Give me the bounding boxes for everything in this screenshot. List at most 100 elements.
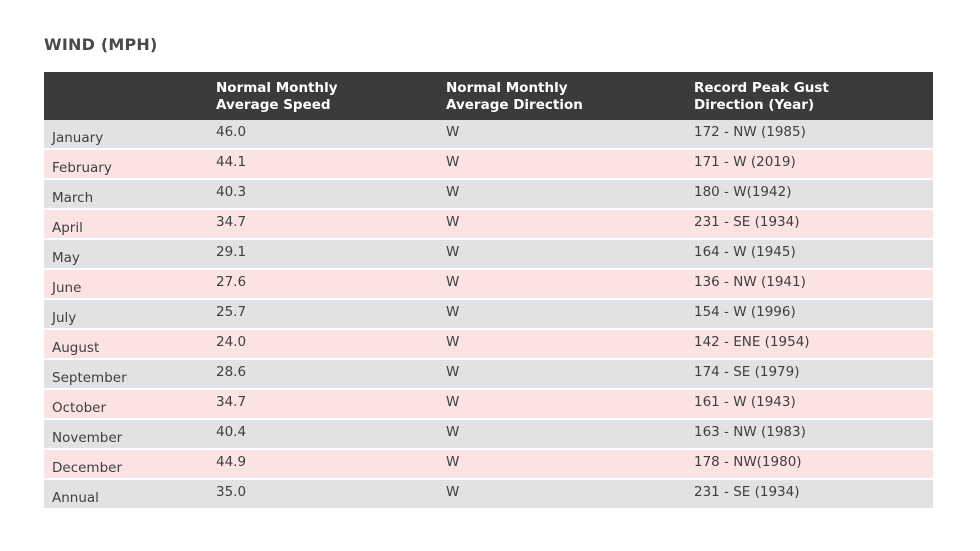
cell-month: July <box>44 299 216 330</box>
cell-speed: 40.3 <box>216 179 446 210</box>
header-row: Normal Monthly Average Speed Normal Mont… <box>44 72 933 120</box>
table-row: May 29.1 W 164 - W (1945) <box>44 239 933 270</box>
cell-month: February <box>44 149 216 180</box>
cell-direction-text: W <box>446 214 460 230</box>
cell-direction-text: W <box>446 394 460 410</box>
cell-speed-text: 40.3 <box>216 184 247 200</box>
cell-gust-text: 161 - W (1943) <box>694 394 796 410</box>
cell-month: October <box>44 389 216 420</box>
header-average-speed-line1: Normal Monthly <box>216 80 338 96</box>
cell-speed: 24.0 <box>216 329 446 360</box>
cell-direction: W <box>446 479 694 510</box>
table-row: July 25.7 W 154 - W (1996) <box>44 299 933 330</box>
cell-gust-text: 154 - W (1996) <box>694 304 796 320</box>
table-row: September 28.6 W 174 - SE (1979) <box>44 359 933 390</box>
cell-speed-text: 29.1 <box>216 244 247 260</box>
cell-direction-text: W <box>446 484 460 500</box>
cell-speed: 46.0 <box>216 120 446 150</box>
cell-month: Annual <box>44 479 216 510</box>
cell-direction-text: W <box>446 274 460 290</box>
table-row: October 34.7 W 161 - W (1943) <box>44 389 933 420</box>
cell-gust-text: 231 - SE (1934) <box>694 484 800 500</box>
cell-speed-text: 27.6 <box>216 274 247 290</box>
cell-month-text: February <box>52 160 112 176</box>
cell-month: January <box>44 120 216 150</box>
cell-month-text: June <box>52 280 82 296</box>
cell-direction-text: W <box>446 424 460 440</box>
cell-month-text: March <box>52 190 94 206</box>
cell-gust: 142 - ENE (1954) <box>694 329 933 360</box>
cell-direction: W <box>446 239 694 270</box>
cell-gust: 180 - W(1942) <box>694 179 933 210</box>
cell-direction: W <box>446 179 694 210</box>
cell-speed-text: 44.1 <box>216 154 247 170</box>
cell-gust-text: 142 - ENE (1954) <box>694 334 810 350</box>
wind-table: Normal Monthly Average Speed Normal Mont… <box>44 72 933 510</box>
cell-speed-text: 40.4 <box>216 424 247 440</box>
cell-gust: 174 - SE (1979) <box>694 359 933 390</box>
cell-speed-text: 35.0 <box>216 484 247 500</box>
cell-speed-text: 34.7 <box>216 214 247 230</box>
cell-month: April <box>44 209 216 240</box>
cell-gust-text: 163 - NW (1983) <box>694 424 806 440</box>
cell-direction-text: W <box>446 184 460 200</box>
header-record-peak-gust-line2: Direction (Year) <box>694 97 815 113</box>
header-average-direction-line2: Average Direction <box>446 97 583 113</box>
cell-month: September <box>44 359 216 390</box>
cell-speed: 40.4 <box>216 419 446 450</box>
cell-gust: 231 - SE (1934) <box>694 479 933 510</box>
cell-month: November <box>44 419 216 450</box>
section-title: WIND (MPH) <box>44 35 158 54</box>
table-row: December 44.9 W 178 - NW(1980) <box>44 449 933 480</box>
cell-speed: 34.7 <box>216 209 446 240</box>
cell-speed-text: 28.6 <box>216 364 247 380</box>
header-average-speed-line2: Average Speed <box>216 97 331 113</box>
cell-direction: W <box>446 329 694 360</box>
cell-month-text: July <box>52 310 77 326</box>
cell-speed: 29.1 <box>216 239 446 270</box>
cell-month-text: October <box>52 400 107 416</box>
header-average-speed: Normal Monthly Average Speed <box>216 72 446 120</box>
cell-gust: 178 - NW(1980) <box>694 449 933 480</box>
header-record-peak-gust: Record Peak Gust Direction (Year) <box>694 72 933 120</box>
cell-speed: 44.9 <box>216 449 446 480</box>
cell-gust-text: 171 - W (2019) <box>694 154 796 170</box>
table-row: January 46.0 W 172 - NW (1985) <box>44 120 933 150</box>
cell-direction-text: W <box>446 364 460 380</box>
cell-gust: 136 - NW (1941) <box>694 269 933 300</box>
table-row: November 40.4 W 163 - NW (1983) <box>44 419 933 450</box>
cell-direction: W <box>446 149 694 180</box>
cell-gust: 161 - W (1943) <box>694 389 933 420</box>
cell-gust: 231 - SE (1934) <box>694 209 933 240</box>
table-row: March 40.3 W 180 - W(1942) <box>44 179 933 210</box>
cell-gust-text: 172 - NW (1985) <box>694 124 806 140</box>
header-month <box>44 72 216 120</box>
cell-speed-text: 25.7 <box>216 304 247 320</box>
cell-direction: W <box>446 359 694 390</box>
cell-month-text: Annual <box>52 490 99 506</box>
cell-direction: W <box>446 269 694 300</box>
cell-gust: 164 - W (1945) <box>694 239 933 270</box>
cell-month-text: November <box>52 430 123 446</box>
cell-speed: 35.0 <box>216 479 446 510</box>
table-row: June 27.6 W 136 - NW (1941) <box>44 269 933 300</box>
cell-gust-text: 231 - SE (1934) <box>694 214 800 230</box>
cell-month: March <box>44 179 216 210</box>
cell-gust: 163 - NW (1983) <box>694 419 933 450</box>
cell-direction-text: W <box>446 244 460 260</box>
cell-gust-text: 164 - W (1945) <box>694 244 796 260</box>
cell-direction: W <box>446 449 694 480</box>
cell-speed: 28.6 <box>216 359 446 390</box>
cell-month-text: January <box>52 130 104 146</box>
cell-speed: 44.1 <box>216 149 446 180</box>
header-record-peak-gust-line1: Record Peak Gust <box>694 80 829 96</box>
table-row: February 44.1 W 171 - W (2019) <box>44 149 933 180</box>
cell-month-text: September <box>52 370 127 386</box>
cell-gust-text: 178 - NW(1980) <box>694 454 802 470</box>
cell-direction: W <box>446 419 694 450</box>
table-header: Normal Monthly Average Speed Normal Mont… <box>44 72 933 120</box>
table-row: April 34.7 W 231 - SE (1934) <box>44 209 933 240</box>
cell-direction: W <box>446 209 694 240</box>
cell-direction-text: W <box>446 154 460 170</box>
